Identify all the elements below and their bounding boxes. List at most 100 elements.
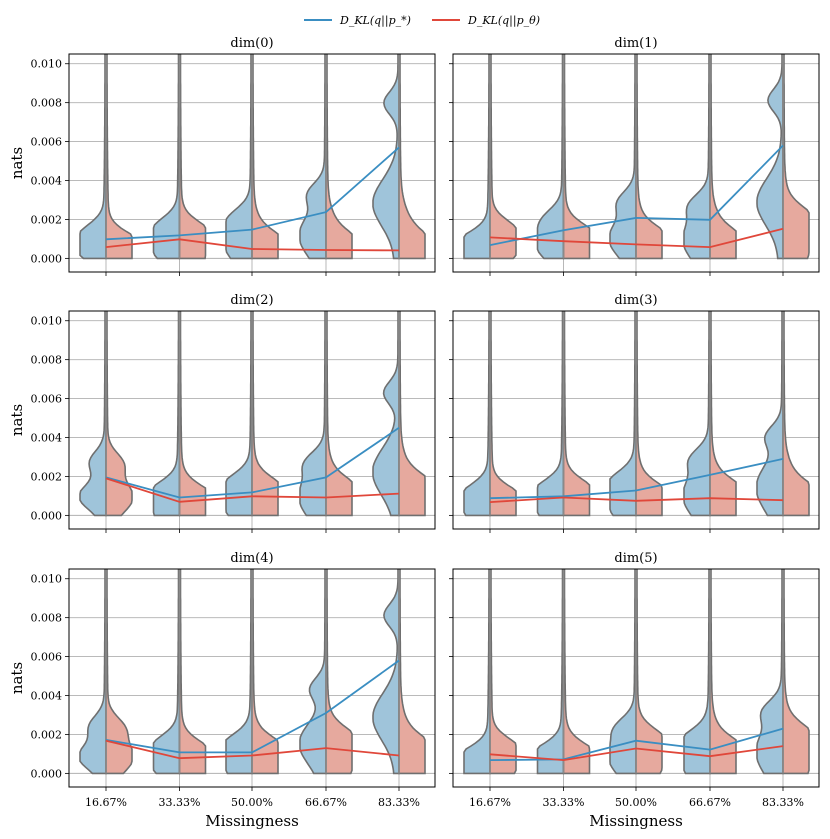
violin-right-2 [251,569,279,775]
panel-title: dim(1) [614,36,657,51]
violin-right-3 [709,54,737,260]
panel-title: dim(4) [230,551,273,566]
xtick-label: 33.33% [543,796,585,809]
violin-left-4 [372,311,400,517]
violin-left-4 [756,54,784,260]
x-axis-label: Missingness [589,812,683,830]
legend-label-p-theta: D_KL(q||p_θ) [467,14,540,28]
ytick-label: 0.010 [31,58,63,71]
y-axis-label: nats [8,147,26,179]
violin-left-1 [152,311,181,517]
violins [79,54,426,260]
legend: D_KL(q||p_*) D_KL(q||p_θ) [304,14,540,28]
xtick-label: 66.67% [689,796,731,809]
violin-right-4 [782,569,810,775]
violin-right-0 [105,54,133,260]
ytick-label: 0.004 [31,175,63,188]
panel-title: dim(0) [230,36,273,51]
xtick-label: 83.33% [378,796,420,809]
violin-left-0 [463,569,491,775]
violin-left-3 [299,569,327,775]
violin-right-4 [398,311,426,517]
ytick-label: 0.008 [31,97,63,110]
ytick-label: 0.010 [31,573,63,586]
violin-right-4 [398,54,426,260]
panel-title: dim(3) [614,293,657,308]
violin-right-2 [251,311,279,517]
ytick-label: 0.004 [31,690,63,703]
violin-left-2 [609,311,637,517]
ytick-label: 0.006 [31,393,63,406]
ytick-label: 0.004 [31,432,63,445]
violin-right-1 [562,569,591,775]
ytick-label: 0.008 [31,354,63,367]
ytick-label: 0.000 [31,767,63,780]
violin-left-1 [536,54,565,260]
violin-left-3 [683,569,711,775]
violin-left-2 [609,569,637,775]
violin-right-0 [105,569,133,775]
violin-right-2 [251,54,279,260]
violin-right-3 [709,569,737,775]
ytick-label: 0.002 [31,470,63,483]
ytick-label: 0.006 [31,136,63,149]
violin-left-2 [225,54,253,260]
xtick-label: 33.33% [159,796,201,809]
violin-right-1 [178,54,207,260]
violin-left-1 [536,569,565,775]
violin-right-4 [782,311,810,517]
violin-right-3 [325,311,353,517]
violin-right-0 [489,311,517,517]
violin-right-0 [489,54,517,260]
violin-right-3 [325,569,353,775]
violin-left-0 [79,54,107,260]
xtick-label: 50.00% [615,796,657,809]
ytick-label: 0.002 [31,213,63,226]
panel-3: dim(3) [449,293,820,533]
violin-right-1 [562,311,591,517]
y-axis-label: nats [8,404,26,436]
violin-right-3 [709,311,737,517]
violin-left-4 [372,54,400,260]
violin-right-4 [782,54,810,260]
violin-right-0 [489,569,517,775]
violin-left-1 [152,54,181,260]
violin-left-0 [463,311,491,517]
violins [79,569,426,775]
legend-label-p-star: D_KL(q||p_*) [339,14,411,28]
violin-left-3 [299,54,327,260]
violin-left-3 [683,54,711,260]
violin-left-1 [152,569,181,775]
violin-left-0 [463,54,491,260]
panel-0: 0.000 0.002 0.004 0.006 0.008 0.010 dim(0) nats [8,36,436,276]
ytick-label: 0.000 [31,252,63,265]
violin-left-0 [79,311,107,517]
ytick-label: 0.008 [31,612,63,625]
panel-2: 0.000 0.002 0.004 0.006 0.008 0.010 dim(2) nats [8,293,436,533]
panel-5: 16.67% 33.33% 50.00% 66.67% 83.33% dim(5) Miss… [449,551,820,830]
xtick-label: 16.67% [85,796,127,809]
violin-right-2 [635,54,663,260]
ytick-label: 0.010 [31,315,63,328]
violin-left-0 [79,569,107,775]
violin-left-2 [225,569,253,775]
violin-left-2 [225,311,253,517]
xtick-label: 50.00% [231,796,273,809]
panel-title: dim(2) [230,293,273,308]
violin-right-1 [562,54,591,260]
violin-right-2 [635,569,663,775]
violin-right-1 [178,569,207,775]
xtick-label: 16.67% [469,796,511,809]
xtick-label: 66.67% [305,796,347,809]
ytick-label: 0.000 [31,509,63,522]
panel-4: 0.000 0.002 0.004 0.006 0.008 0.010 16.67% 33.3… [8,551,436,830]
violins [463,54,810,260]
violin-left-4 [756,311,784,517]
violin-right-3 [325,54,353,260]
violin-right-1 [178,311,207,517]
xtick-label: 83.33% [762,796,804,809]
violin-right-2 [635,311,663,517]
violin-left-4 [756,569,784,775]
panel-title: dim(5) [614,551,657,566]
